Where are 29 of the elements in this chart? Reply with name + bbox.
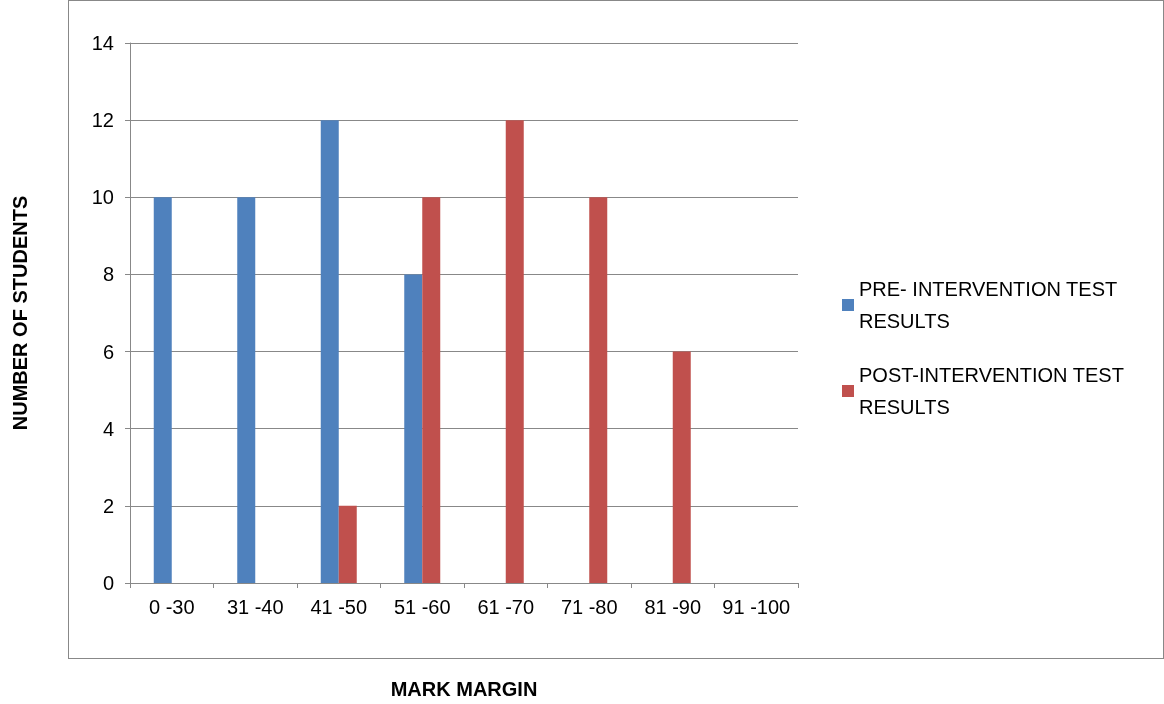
y-tick-label: 12 [91,109,114,132]
y-tick-label: 0 [102,572,114,594]
bar [505,120,524,583]
y-tick-label: 6 [102,340,114,363]
bar [237,197,256,583]
legend-label: PRE- INTERVENTION TEST RESULTS [859,278,1123,332]
bar [338,505,357,583]
y-tick-label: 10 [91,186,114,209]
bar [153,197,172,583]
x-tick-label: 51 -60 [393,596,451,618]
y-tick-label: 8 [102,263,114,286]
bar [589,197,608,583]
y-tick-label: 2 [102,494,114,517]
y-tick-label: 4 [102,417,114,440]
bar [404,274,423,583]
x-tick-label: 71 -80 [560,596,618,618]
bar [672,351,691,583]
y-axis-title: NUMBER OF STUDENTS [9,195,31,431]
x-tick-label: 31 -40 [226,596,284,618]
x-tick-label: 81 -90 [644,596,702,618]
bar [320,120,339,583]
x-tick-label: 61 -70 [477,596,535,618]
y-tick-label: 14 [91,32,114,54]
x-tick-label: 91 -100 [722,596,791,618]
bar [422,197,441,583]
x-axis-title: MARK MARGIN [390,678,538,700]
x-tick-label: 41 -50 [310,596,368,618]
legend-label: POST-INTERVENTION TEST RESULTS [859,364,1130,418]
x-tick-label: 0 -30 [148,596,195,618]
